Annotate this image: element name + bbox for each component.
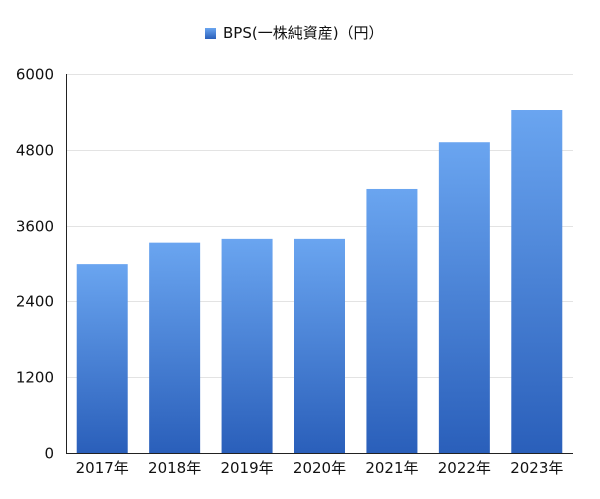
bar (294, 238, 345, 453)
x-tick-label: 2021年 (365, 459, 418, 477)
x-tick-label: 2018年 (148, 459, 201, 477)
chart-legend: BPS(一株純資産)（円） (205, 24, 384, 42)
y-tick-label: 3600 (16, 218, 54, 236)
bar-series (76, 110, 563, 454)
x-tick-labels: 2017年 2018年 2019年 2020年 2021年 2022年 2023年 (76, 459, 564, 477)
y-tick-label: 0 (44, 445, 54, 463)
x-tick-label: 2023年 (510, 459, 563, 477)
axes (66, 74, 573, 454)
bar (366, 188, 418, 454)
bar (76, 264, 128, 453)
y-tick-labels: 0 1200 2400 3600 4800 6000 (16, 66, 54, 463)
y-tick-label: 2400 (16, 293, 54, 311)
bar (438, 142, 490, 453)
x-tick-label: 2017年 (76, 459, 129, 477)
x-tick-label: 2022年 (438, 459, 491, 477)
y-tick-label: 6000 (16, 66, 54, 84)
bar (511, 110, 563, 453)
y-tick-label: 1200 (16, 369, 54, 387)
bar (221, 238, 273, 453)
y-tick-label: 4800 (16, 142, 54, 160)
x-tick-label: 2019年 (220, 459, 273, 477)
x-tick-label: 2020年 (293, 459, 346, 477)
legend-swatch (205, 28, 216, 39)
bar (149, 242, 201, 453)
legend-entry-label: BPS(一株純資産)（円） (223, 24, 384, 42)
